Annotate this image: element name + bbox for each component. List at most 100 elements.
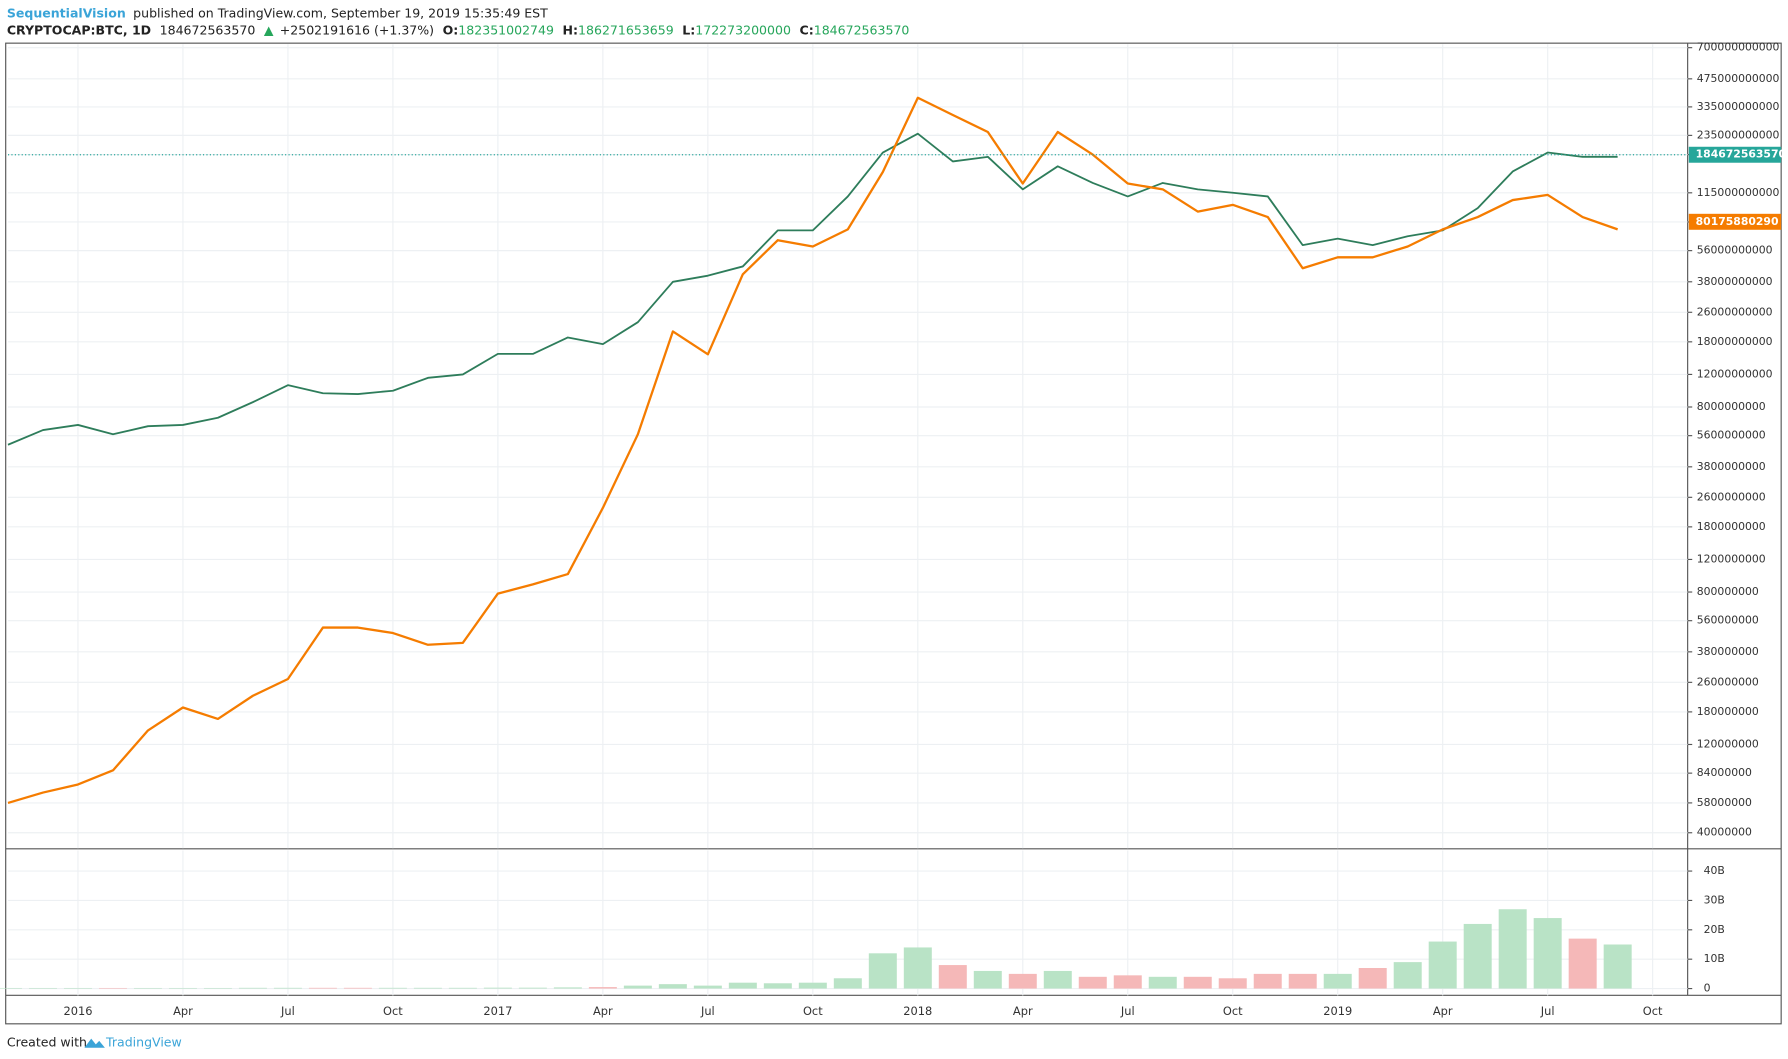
series-line <box>7 96 1619 805</box>
volume-bar <box>1253 973 1282 989</box>
x-tick-label: Apr <box>173 1004 193 1018</box>
volume-bar <box>973 970 1002 989</box>
volume-bar <box>63 987 92 989</box>
x-tick-label: Jul <box>1120 1004 1135 1018</box>
volume-bar <box>833 978 862 989</box>
volume-bar <box>0 987 22 989</box>
y-tick-label: 2600000000 <box>1697 490 1766 503</box>
chart-frame <box>5 42 1782 1025</box>
y-tick-label: 18000000000 <box>1697 335 1773 348</box>
volume-bar <box>798 982 827 989</box>
x-tick-label: 2017 <box>483 1004 512 1018</box>
volume-bar <box>1113 975 1142 989</box>
y-tick-label: 180000000 <box>1697 705 1759 718</box>
y-tick-label: 1800000000 <box>1697 520 1766 533</box>
y-tick-label: 260000000 <box>1697 675 1759 688</box>
y-tick-label: 560000000 <box>1697 614 1759 627</box>
x-tick-label: 2016 <box>63 1004 92 1018</box>
header-line: SequentialVision published on TradingVie… <box>7 5 548 20</box>
symbol-line: CRYPTOCAP:BTC, 1D 184672563570 ▲ +250219… <box>7 22 910 37</box>
ohlc-label: C: <box>800 22 814 37</box>
x-tick-label: Apr <box>1013 1004 1033 1018</box>
y-tick-label: 115000000000 <box>1697 186 1780 199</box>
last-price: 184672563570 <box>160 22 256 37</box>
y-tick-label: 5600000000 <box>1697 429 1766 442</box>
volume-tick-label: 20B <box>1704 923 1725 936</box>
ohlc-value: 172273200000 <box>695 22 791 37</box>
last-value-box <box>1688 146 1782 163</box>
author[interactable]: SequentialVision <box>7 5 126 20</box>
volume-tick-label: 0 <box>1704 982 1711 995</box>
y-tick-label: 56000000000 <box>1697 244 1773 257</box>
y-tick-label: 800000000 <box>1697 585 1759 598</box>
x-tick-label: 2019 <box>1323 1004 1352 1018</box>
y-tick-label: 3800000000 <box>1697 460 1766 473</box>
footer-brand[interactable]: TradingView <box>105 1035 182 1050</box>
volume-bar <box>938 965 967 989</box>
volume-bar <box>1393 962 1422 989</box>
volume-bar <box>1603 944 1632 989</box>
price-pane <box>7 96 1688 805</box>
volume-bar <box>903 947 932 989</box>
ohlc-value: 182351002749 <box>458 22 554 37</box>
volume-bar <box>1148 976 1177 989</box>
series-line <box>7 132 1618 446</box>
symbol: CRYPTOCAP:BTC, 1D <box>7 22 151 37</box>
x-tick-label: Oct <box>1643 1004 1663 1018</box>
volume-bar <box>413 987 442 989</box>
volume-bar <box>1288 973 1317 989</box>
x-tick-label: Apr <box>1433 1004 1453 1018</box>
ohlc-value: 186271653659 <box>578 22 674 37</box>
ohlc-label: L: <box>682 22 695 37</box>
volume-bar <box>1498 909 1527 989</box>
arrow: ▲ <box>264 22 274 37</box>
y-tick-label: 84000000 <box>1697 766 1752 779</box>
volume-bar <box>133 987 162 989</box>
volume-bar <box>378 987 407 989</box>
volume-bar <box>1078 976 1107 989</box>
footer-created: Created with <box>7 1035 87 1050</box>
y-tick-label: 26000000000 <box>1697 305 1773 318</box>
axes: 2016 Apr Jul Oct 2017 Apr Jul Oct 2018 Apr Jul Oct 2… <box>63 41 1786 1018</box>
volume-bar <box>343 987 372 989</box>
volume-pane <box>0 909 1632 989</box>
y-tick-label: 120000000 <box>1697 737 1759 750</box>
y-tick-label: 475000000000 <box>1697 72 1780 85</box>
tradingview-logo <box>84 1038 105 1048</box>
x-tick-label: Oct <box>803 1004 823 1018</box>
last-value-label: 184672563570 <box>1696 148 1787 161</box>
y-tick-label: 235000000000 <box>1697 128 1780 141</box>
volume-bar <box>28 987 57 989</box>
x-tick-label: Oct <box>383 1004 403 1018</box>
volume-tick-label: 10B <box>1704 952 1725 965</box>
x-tick-label: Oct <box>1223 1004 1243 1018</box>
x-tick-label: Jul <box>280 1004 295 1018</box>
volume-bar <box>1358 967 1387 989</box>
ohlc-value: 184672563570 <box>814 22 910 37</box>
volume-bar <box>483 987 512 989</box>
volume-bar <box>273 987 302 989</box>
volume-bar <box>658 984 687 989</box>
volume-bar <box>1008 973 1037 989</box>
y-tick-label: 58000000 <box>1697 796 1752 809</box>
volume-bar <box>238 987 267 989</box>
volume-tick-label: 30B <box>1704 893 1725 906</box>
volume-bar <box>448 987 477 989</box>
y-tick-label: 38000000000 <box>1697 275 1773 288</box>
ohlc-label: O: <box>443 22 459 37</box>
volume-bar <box>763 983 792 989</box>
volume-bar <box>1218 978 1247 989</box>
volume-bar <box>588 987 617 989</box>
y-tick-label: 40000000 <box>1697 826 1752 839</box>
volume-bar <box>728 982 757 989</box>
x-tick-label: Apr <box>593 1004 613 1018</box>
volume-bar <box>693 985 722 989</box>
y-tick-label: 8000000000 <box>1697 400 1766 413</box>
volume-bar <box>623 985 652 989</box>
volume-bar <box>1463 923 1492 989</box>
last-value-box <box>1688 213 1782 230</box>
x-tick-label: 2018 <box>903 1004 932 1018</box>
volume-bar <box>1323 973 1352 989</box>
volume-bar <box>868 953 897 989</box>
